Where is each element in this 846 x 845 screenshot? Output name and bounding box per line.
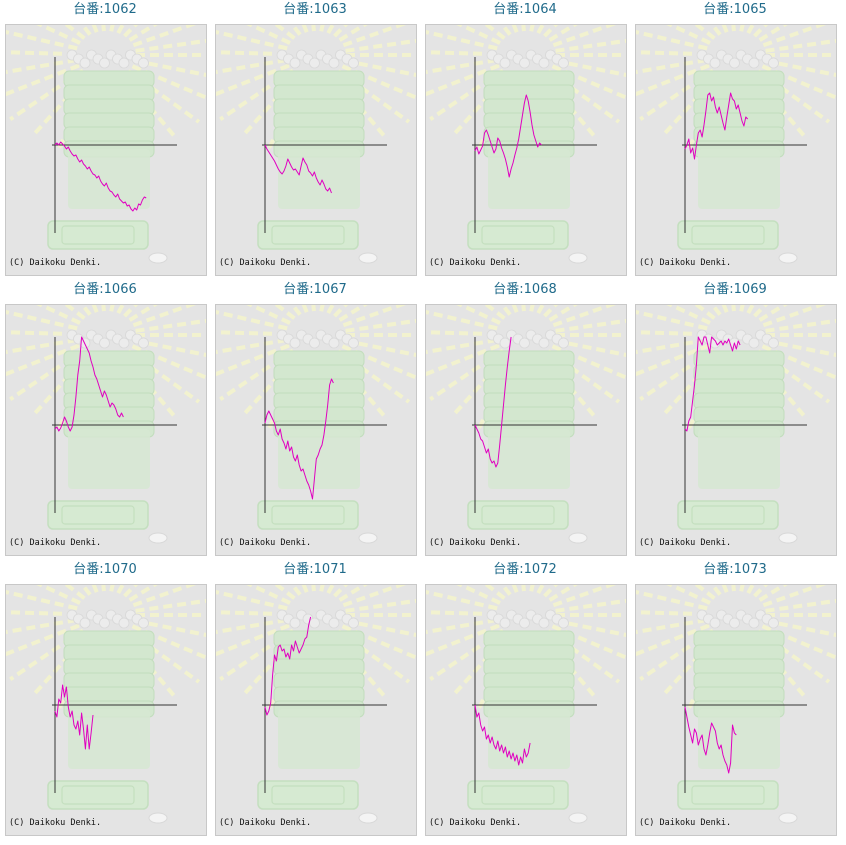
machine-chart-cell: 台番:1064 (C) Daikoku Denki. — [420, 0, 630, 280]
background-illustration — [6, 25, 206, 264]
machine-number-title[interactable]: 台番:1065 — [703, 2, 767, 17]
machine-number-title[interactable]: 台番:1069 — [703, 282, 767, 297]
graph-panel: (C) Daikoku Denki. — [215, 24, 417, 276]
graph-panel: (C) Daikoku Denki. — [425, 584, 627, 836]
slump-line — [684, 706, 737, 774]
copyright-credit: (C) Daikoku Denki. — [9, 818, 101, 828]
graph-panel: (C) Daikoku Denki. — [425, 24, 627, 276]
background-illustration — [6, 305, 206, 544]
machine-number-title[interactable]: 台番:1067 — [283, 282, 347, 297]
background-illustration — [636, 305, 836, 544]
graph-panel: (C) Daikoku Denki. — [635, 304, 837, 556]
slump-line — [474, 704, 531, 766]
machine-chart-cell: 台番:1072 (C) Daikoku Denki. — [420, 560, 630, 840]
slump-graph-svg: (C) Daikoku Denki. — [216, 585, 416, 828]
machine-number-title[interactable]: 台番:1072 — [493, 562, 557, 577]
slump-graph-svg: (C) Daikoku Denki. — [6, 585, 206, 828]
slump-line — [264, 616, 312, 716]
copyright-credit: (C) Daikoku Denki. — [639, 818, 731, 828]
copyright-credit: (C) Daikoku Denki. — [639, 258, 731, 268]
machine-number-title[interactable]: 台番:1073 — [703, 562, 767, 577]
slump-graph-svg: (C) Daikoku Denki. — [216, 305, 416, 548]
machine-chart-cell: 台番:1066 (C) Daikoku Denki. — [0, 280, 210, 560]
copyright-credit: (C) Daikoku Denki. — [429, 258, 521, 268]
slump-line — [264, 144, 332, 194]
machine-number-title[interactable]: 台番:1063 — [283, 2, 347, 17]
slump-graph-svg: (C) Daikoku Denki. — [636, 305, 836, 548]
machine-chart-cell: 台番:1068 (C) Daikoku Denki. — [420, 280, 630, 560]
machine-chart-cell: 台番:1071 (C) Daikoku Denki. — [210, 560, 420, 840]
machine-number-title[interactable]: 台番:1064 — [493, 2, 557, 17]
background-illustration — [426, 25, 626, 264]
machine-chart-cell: 台番:1073 (C) Daikoku Denki. — [630, 560, 840, 840]
machine-number-title[interactable]: 台番:1070 — [73, 562, 137, 577]
slump-line — [474, 94, 542, 178]
graph-panel: (C) Daikoku Denki. — [5, 24, 207, 276]
machine-chart-cell: 台番:1069 (C) Daikoku Denki. — [630, 280, 840, 560]
machine-chart-cell: 台番:1063 (C) Daikoku Denki. — [210, 0, 420, 280]
graph-panel: (C) Daikoku Denki. — [5, 304, 207, 556]
graph-panel: (C) Daikoku Denki. — [635, 584, 837, 836]
copyright-credit: (C) Daikoku Denki. — [219, 538, 311, 548]
machine-number-title[interactable]: 台番:1068 — [493, 282, 557, 297]
machine-number-title[interactable]: 台番:1071 — [283, 562, 347, 577]
slump-graph-svg: (C) Daikoku Denki. — [636, 25, 836, 268]
machine-chart-cell: 台番:1065 (C) Daikoku Denki. — [630, 0, 840, 280]
machine-chart-cell: 台番:1070 (C) Daikoku Denki. — [0, 560, 210, 840]
copyright-credit: (C) Daikoku Denki. — [9, 258, 101, 268]
slump-graph-svg: (C) Daikoku Denki. — [216, 25, 416, 268]
machine-chart-cell: 台番:1067 (C) Daikoku Denki. — [210, 280, 420, 560]
background-illustration — [426, 585, 626, 824]
background-illustration — [6, 585, 206, 824]
slump-line — [264, 378, 334, 500]
graph-panel: (C) Daikoku Denki. — [635, 24, 837, 276]
copyright-credit: (C) Daikoku Denki. — [639, 538, 731, 548]
copyright-credit: (C) Daikoku Denki. — [429, 818, 521, 828]
copyright-credit: (C) Daikoku Denki. — [219, 258, 311, 268]
slump-line — [474, 336, 512, 468]
machine-chart-cell: 台番:1062 (C) Daikoku Denki. — [0, 0, 210, 280]
background-illustration — [636, 25, 836, 264]
slump-graph-svg: (C) Daikoku Denki. — [6, 25, 206, 268]
background-illustration — [216, 25, 416, 264]
slump-line — [684, 336, 741, 432]
copyright-credit: (C) Daikoku Denki. — [9, 538, 101, 548]
background-illustration — [636, 585, 836, 824]
slump-graph-svg: (C) Daikoku Denki. — [636, 585, 836, 828]
background-illustration — [426, 305, 626, 544]
copyright-credit: (C) Daikoku Denki. — [219, 818, 311, 828]
graph-panel: (C) Daikoku Denki. — [5, 584, 207, 836]
slump-line — [684, 92, 749, 160]
slump-line — [54, 684, 94, 750]
copyright-credit: (C) Daikoku Denki. — [429, 538, 521, 548]
slump-line — [54, 336, 124, 432]
background-illustration — [216, 585, 416, 824]
machine-number-title[interactable]: 台番:1062 — [73, 2, 137, 17]
slump-line — [54, 141, 147, 212]
graph-panel: (C) Daikoku Denki. — [425, 304, 627, 556]
graph-panel: (C) Daikoku Denki. — [215, 584, 417, 836]
graph-panel: (C) Daikoku Denki. — [215, 304, 417, 556]
background-illustration — [216, 305, 416, 544]
slump-graph-svg: (C) Daikoku Denki. — [6, 305, 206, 548]
machine-number-title[interactable]: 台番:1066 — [73, 282, 137, 297]
slump-graph-svg: (C) Daikoku Denki. — [426, 305, 626, 548]
slump-graph-svg: (C) Daikoku Denki. — [426, 585, 626, 828]
slump-graph-svg: (C) Daikoku Denki. — [426, 25, 626, 268]
